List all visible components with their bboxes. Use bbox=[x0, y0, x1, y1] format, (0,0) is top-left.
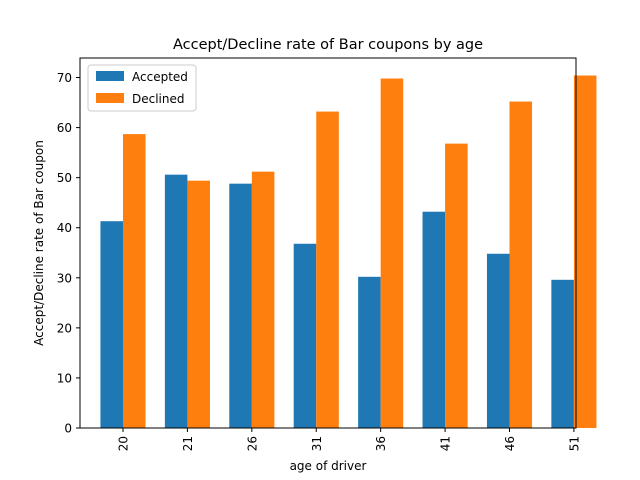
bar-accepted-26 bbox=[229, 183, 252, 428]
axes-frame bbox=[79, 57, 577, 429]
bar-declined-31 bbox=[316, 111, 339, 428]
y-tick-label-40: 40 bbox=[57, 221, 72, 235]
plot-area: 0 10 20 30 40 50 60 70 20 21 26 31 36 41 46 51 bbox=[57, 57, 597, 451]
bar-accepted-20 bbox=[100, 221, 123, 428]
bar-declined-26 bbox=[251, 171, 275, 428]
bar-accepted-21 bbox=[164, 174, 188, 428]
y-tick-label-20: 20 bbox=[57, 321, 72, 335]
bar-accepted-51 bbox=[551, 279, 574, 428]
y-axis-label: Accept/Decline rate of Bar coupon bbox=[32, 140, 46, 346]
x-tick-label-36: 36 bbox=[374, 436, 388, 451]
bar-declined-36 bbox=[380, 78, 404, 428]
legend-label-accepted: Accepted bbox=[132, 70, 188, 84]
x-tick-label-41: 41 bbox=[439, 436, 453, 451]
legend-swatch-accepted bbox=[96, 71, 124, 81]
x-tick-label-31: 31 bbox=[310, 436, 324, 451]
legend: Accepted Declined bbox=[87, 64, 197, 112]
y-tick-label-60: 60 bbox=[57, 121, 72, 135]
legend-label-declined: Declined bbox=[132, 92, 185, 106]
bar-declined-41 bbox=[445, 143, 468, 428]
x-tick-label-46: 46 bbox=[503, 436, 517, 451]
chart-title: Accept/Decline rate of Bar coupons by ag… bbox=[173, 37, 483, 53]
x-tick-label-51: 51 bbox=[567, 436, 581, 451]
x-tick-label-21: 21 bbox=[181, 436, 195, 451]
x-axis-label: age of driver bbox=[290, 459, 367, 473]
bar-declined-51 bbox=[573, 75, 597, 429]
bar-accepted-41 bbox=[422, 211, 446, 428]
y-tick-label-0: 0 bbox=[64, 422, 72, 436]
legend-swatch-declined bbox=[96, 93, 124, 103]
y-tick-label-10: 10 bbox=[57, 371, 72, 385]
bar-accepted-36 bbox=[358, 276, 381, 428]
bar-declined-46 bbox=[509, 101, 533, 428]
y-tick-label-30: 30 bbox=[57, 271, 72, 285]
bar-declined-20 bbox=[123, 134, 146, 428]
x-tick-label-20: 20 bbox=[117, 436, 131, 451]
y-tick-label-70: 70 bbox=[57, 71, 72, 85]
bar-accepted-46 bbox=[486, 253, 510, 428]
bar-accepted-31 bbox=[293, 243, 317, 428]
bar-declined-21 bbox=[187, 180, 210, 428]
x-tick-label-26: 26 bbox=[245, 436, 259, 451]
y-tick-label-50: 50 bbox=[57, 171, 72, 185]
